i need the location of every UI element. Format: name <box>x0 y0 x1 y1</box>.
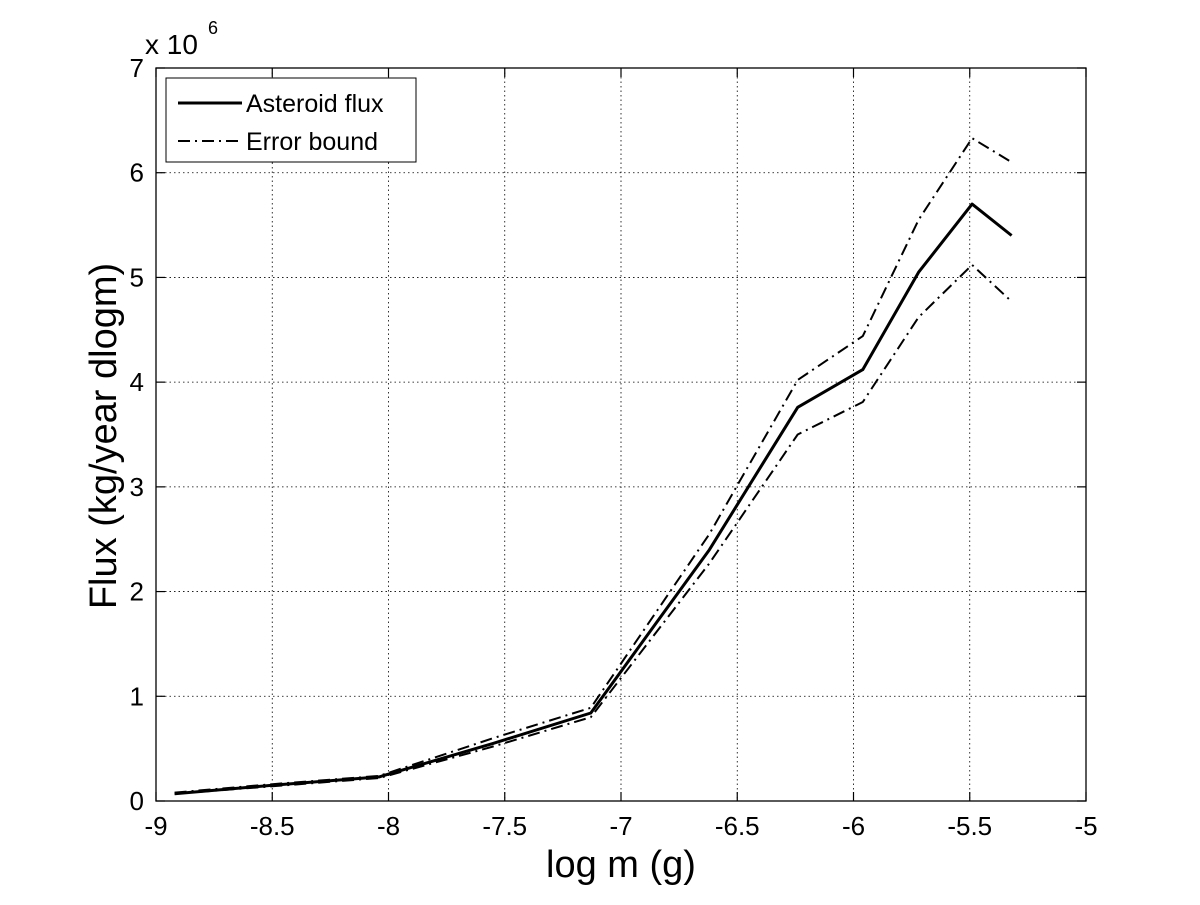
axis-ticks: -9 -8.5 -8 -7.5 -7 -6.5 -6 -5.5 -5 0 1 2 3 4 5 6 7 <box>130 53 1098 841</box>
series-line-error-bound-lower <box>174 263 1013 795</box>
x-tick-label: -9 <box>144 811 167 841</box>
y-tick-label: 7 <box>130 53 144 83</box>
grid-lines <box>156 68 1086 801</box>
data-series <box>174 137 1013 796</box>
y-axis-multiplier-base: x 10 <box>145 29 198 60</box>
series-line-error-bound-upper <box>174 137 1013 794</box>
x-tick-label: -7.5 <box>482 811 527 841</box>
x-tick-label: -7 <box>609 811 632 841</box>
x-tick-label: -8 <box>377 811 400 841</box>
y-tick-label: 0 <box>130 786 144 816</box>
legend-box <box>165 77 417 163</box>
y-tick-label: 4 <box>130 367 144 397</box>
series-line-asteroid-flux <box>174 202 1013 796</box>
legend-label-asteroid-flux: Asteroid flux <box>246 90 384 118</box>
y-tick-label: 1 <box>130 681 144 711</box>
x-tick-label: -5 <box>1074 811 1097 841</box>
legend: Asteroid flux Error bound <box>165 77 417 163</box>
x-tick-label: -6 <box>842 811 865 841</box>
y-axis-label: Flux (kg/year dlogm) <box>83 263 125 609</box>
x-tick-label: -5.5 <box>947 811 992 841</box>
y-tick-label: 6 <box>130 158 144 188</box>
x-tick-label: -8.5 <box>250 811 295 841</box>
y-tick-label: 2 <box>130 577 144 607</box>
y-axis-multiplier-exponent: 6 <box>208 18 218 38</box>
legend-label-error-bound: Error bound <box>246 128 378 156</box>
x-axis-label: log m (g) <box>546 844 696 886</box>
y-tick-label: 5 <box>130 262 144 292</box>
x-tick-label: -6.5 <box>715 811 760 841</box>
y-tick-label: 3 <box>130 472 144 502</box>
